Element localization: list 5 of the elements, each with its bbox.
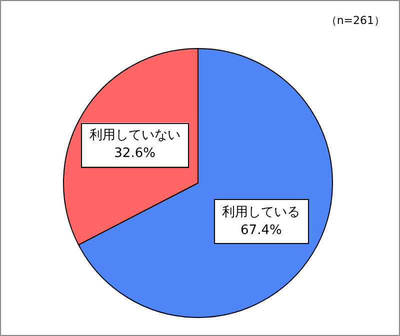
text: （n=261） xyxy=(326,14,385,27)
slice-label: 利用している xyxy=(222,204,300,220)
slice-label: 利用していない xyxy=(89,128,180,143)
data-label: 67.4% xyxy=(240,222,282,238)
data-label: 32.6% xyxy=(114,146,156,161)
